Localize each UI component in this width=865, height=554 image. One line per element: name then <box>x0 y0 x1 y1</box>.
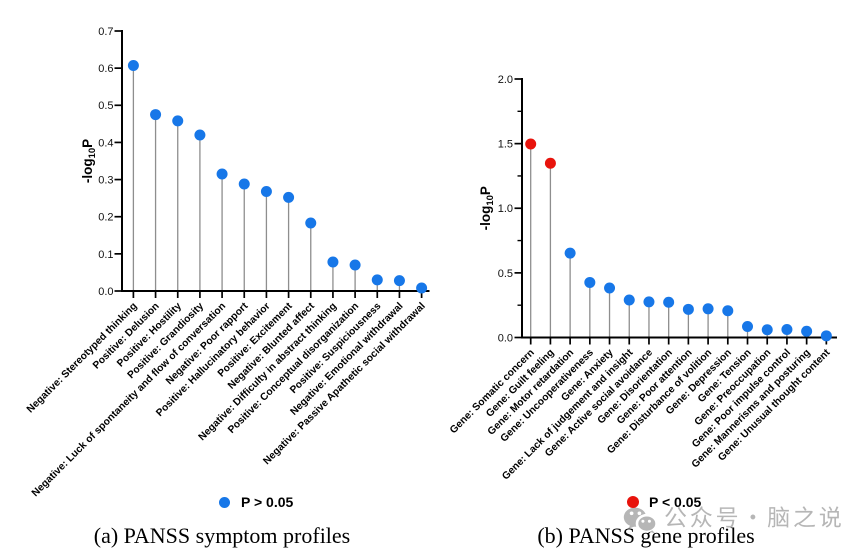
y-axis-title-text: P <box>478 186 493 195</box>
data-point <box>584 276 596 288</box>
data-point <box>194 129 206 141</box>
data-point <box>682 303 694 315</box>
y-tick-label: 1.5 <box>498 139 513 151</box>
wechat-small-eye-right <box>647 519 651 523</box>
legend-b-label: P < 0.05 <box>649 494 702 510</box>
wechat-big-bubble-tail <box>627 525 634 530</box>
data-point <box>238 178 250 190</box>
y-tick-label: 0.1 <box>98 249 113 261</box>
legend-b: P < 0.05 <box>627 494 702 510</box>
wechat-big-eye-left <box>629 511 634 516</box>
y-tick-label: 0.7 <box>98 26 113 38</box>
caption-chart-b: (b) PANSS gene profiles <box>537 523 755 548</box>
wechat-small-eye-left <box>641 519 645 523</box>
y-tick-label: 2.0 <box>498 74 513 86</box>
data-point <box>150 109 162 121</box>
data-point <box>781 323 793 335</box>
data-point <box>260 185 272 197</box>
wechat-icon <box>623 507 658 534</box>
watermark <box>610 495 860 554</box>
y-axis-title-text: -log <box>80 158 95 183</box>
data-point <box>742 321 754 333</box>
data-point <box>544 157 556 169</box>
watermark-text-glyphs <box>665 506 841 528</box>
data-point <box>327 256 339 268</box>
y-axis-title: -log10P <box>478 186 496 230</box>
y-axis-title-text: P <box>80 139 95 148</box>
wechat-small-bubble-rim <box>635 513 658 534</box>
y-tick-label: 0.0 <box>98 286 113 298</box>
data-point <box>127 60 139 72</box>
wechat-small-bubble-tail <box>649 530 656 534</box>
y-axis-title-subscript: 10 <box>87 148 98 159</box>
data-point <box>393 275 405 287</box>
data-point <box>722 305 734 317</box>
legend-a-label: P > 0.05 <box>241 494 294 510</box>
y-tick-label: 0.3 <box>98 174 113 186</box>
data-point <box>525 138 537 150</box>
data-point <box>564 247 576 259</box>
y-tick-label: 0.6 <box>98 63 113 75</box>
data-point <box>801 325 813 337</box>
data-point <box>305 217 317 229</box>
y-tick-label: 0.5 <box>98 100 113 112</box>
y-tick-label: 1.0 <box>498 203 513 215</box>
caption-chart-a: (a) PANSS symptom profiles <box>93 523 351 548</box>
data-point <box>643 296 655 308</box>
legend-a: P > 0.05 <box>219 494 294 510</box>
data-point <box>604 282 616 294</box>
y-axis-title-text: -log <box>478 206 493 231</box>
data-point <box>761 324 773 336</box>
y-tick-label: 0.2 <box>98 212 113 224</box>
wechat-big-eye-right <box>637 511 642 516</box>
y-axis-title: -log10P <box>80 139 98 183</box>
data-point <box>349 259 361 271</box>
y-tick-label: 0.5 <box>498 268 513 280</box>
y-tick-label: 0.4 <box>98 137 113 149</box>
data-point <box>663 296 675 308</box>
data-point <box>820 330 832 342</box>
data-point <box>702 303 714 315</box>
data-point <box>283 191 295 203</box>
data-point <box>416 282 428 294</box>
y-tick-label: 0.0 <box>498 332 513 344</box>
data-point <box>371 274 383 286</box>
data-point <box>623 294 635 306</box>
data-point <box>216 168 228 180</box>
data-point <box>172 115 184 127</box>
legend-b-marker-dot <box>627 496 639 508</box>
chart-a: 0.00.10.20.30.40.50.60.7-log10PNegative:… <box>25 26 430 499</box>
y-axis-title-subscript: 10 <box>485 195 496 206</box>
watermark-graphic <box>623 506 841 534</box>
legend-a-marker-dot <box>219 496 230 508</box>
